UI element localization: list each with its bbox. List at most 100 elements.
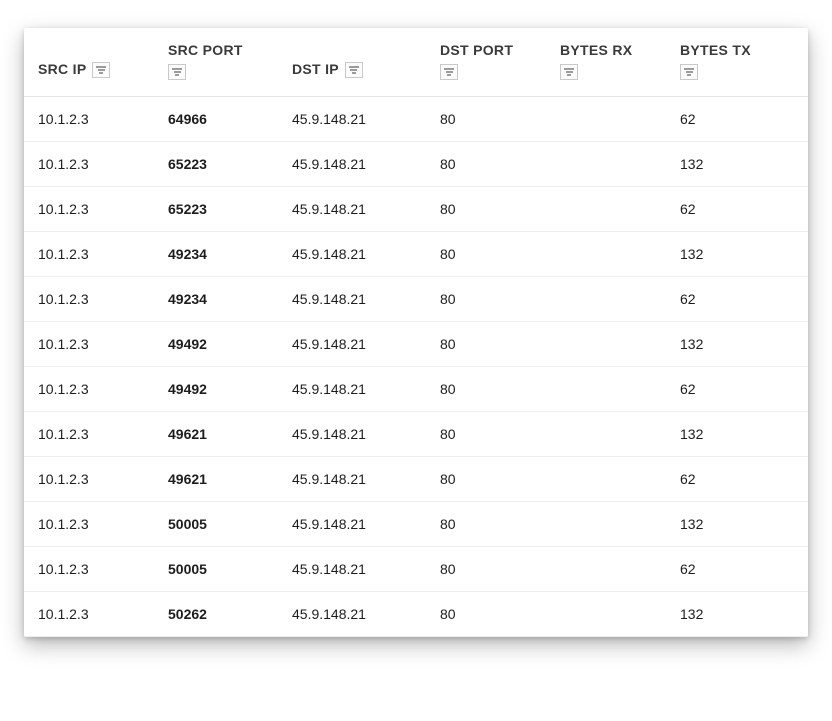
cell-src-port: 49621 — [154, 412, 278, 457]
table-row[interactable]: 10.1.2.34949245.9.148.2180 62 — [24, 367, 808, 412]
cell-dst-port: 80 — [426, 142, 546, 187]
table-body: 10.1.2.36496645.9.148.21806210.1.2.36522… — [24, 97, 808, 637]
table-row[interactable]: 10.1.2.34949245.9.148.2180132 — [24, 322, 808, 367]
col-header-label: BYTES TX — [680, 42, 751, 58]
col-header-dst-ip[interactable]: DST IP — [278, 28, 426, 97]
cell-dst-port: 80 — [426, 187, 546, 232]
col-header-label: DST IP — [292, 61, 339, 77]
cell-bytes-tx: 132 — [666, 232, 808, 277]
table-row[interactable]: 10.1.2.35026245.9.148.2180 132 — [24, 592, 808, 637]
cell-dst-ip: 45.9.148.21 — [278, 142, 426, 187]
cell-src-ip: 10.1.2.3 — [24, 97, 154, 142]
cell-dst-port: 80 — [426, 322, 546, 367]
cell-src-port: 49234 — [154, 232, 278, 277]
cell-dst-ip: 45.9.148.21 — [278, 412, 426, 457]
col-header-bytes-rx[interactable]: BYTES RX — [546, 28, 666, 97]
cell-bytes-tx: 132 — [666, 142, 808, 187]
stage: SRC IP SRC PORT DST IP — [0, 0, 832, 721]
cell-bytes-rx — [546, 142, 666, 187]
col-header-bytes-tx[interactable]: BYTES TX — [666, 28, 808, 97]
table-row[interactable]: 10.1.2.34923445.9.148.2180 132 — [24, 232, 808, 277]
table-row[interactable]: 10.1.2.34923445.9.148.2180 62 — [24, 277, 808, 322]
cell-bytes-rx — [546, 187, 666, 232]
cell-src-ip: 10.1.2.3 — [24, 367, 154, 412]
table-row[interactable]: 10.1.2.36522345.9.148.2180132 — [24, 142, 808, 187]
cell-src-ip: 10.1.2.3 — [24, 457, 154, 502]
cell-dst-ip: 45.9.148.21 — [278, 502, 426, 547]
col-header-label: BYTES RX — [560, 42, 632, 58]
table-row[interactable]: 10.1.2.35000545.9.148.2180 62 — [24, 547, 808, 592]
cell-dst-port: 80 — [426, 367, 546, 412]
cell-src-port: 50005 — [154, 502, 278, 547]
filter-icon[interactable] — [168, 64, 186, 80]
col-header-label: SRC PORT — [168, 42, 243, 58]
cell-src-port: 64966 — [154, 97, 278, 142]
cell-src-ip: 10.1.2.3 — [24, 592, 154, 637]
filter-icon[interactable] — [560, 64, 578, 80]
cell-dst-ip: 45.9.148.21 — [278, 547, 426, 592]
cell-src-port: 49234 — [154, 277, 278, 322]
cell-bytes-tx: 62 — [666, 547, 808, 592]
cell-dst-ip: 45.9.148.21 — [278, 97, 426, 142]
cell-src-port: 50262 — [154, 592, 278, 637]
cell-dst-ip: 45.9.148.21 — [278, 277, 426, 322]
col-header-dst-port[interactable]: DST PORT — [426, 28, 546, 97]
col-header-label: DST PORT — [440, 42, 513, 58]
cell-bytes-tx: 62 — [666, 187, 808, 232]
cell-dst-ip: 45.9.148.21 — [278, 592, 426, 637]
cell-bytes-rx — [546, 232, 666, 277]
cell-bytes-rx — [546, 322, 666, 367]
cell-dst-port: 80 — [426, 592, 546, 637]
cell-dst-ip: 45.9.148.21 — [278, 457, 426, 502]
cell-bytes-tx: 132 — [666, 592, 808, 637]
cell-src-ip: 10.1.2.3 — [24, 547, 154, 592]
table-header: SRC IP SRC PORT DST IP — [24, 28, 808, 97]
cell-bytes-rx — [546, 547, 666, 592]
table-row[interactable]: 10.1.2.34962145.9.148.2180132 — [24, 412, 808, 457]
cell-src-port: 65223 — [154, 187, 278, 232]
cell-bytes-tx: 62 — [666, 457, 808, 502]
cell-src-port: 49492 — [154, 322, 278, 367]
cell-src-port: 50005 — [154, 547, 278, 592]
connections-table: SRC IP SRC PORT DST IP — [24, 28, 808, 637]
cell-src-port: 49492 — [154, 367, 278, 412]
cell-bytes-rx — [546, 457, 666, 502]
cell-dst-port: 80 — [426, 277, 546, 322]
table-row[interactable]: 10.1.2.34962145.9.148.2180 62 — [24, 457, 808, 502]
cell-dst-ip: 45.9.148.21 — [278, 367, 426, 412]
cell-dst-port: 80 — [426, 232, 546, 277]
table-row[interactable]: 10.1.2.36522345.9.148.2180 62 — [24, 187, 808, 232]
filter-icon[interactable] — [680, 64, 698, 80]
cell-dst-port: 80 — [426, 457, 546, 502]
cell-dst-port: 80 — [426, 547, 546, 592]
cell-src-ip: 10.1.2.3 — [24, 277, 154, 322]
filter-icon[interactable] — [92, 62, 110, 78]
col-header-label: SRC IP — [38, 61, 86, 77]
cell-dst-ip: 45.9.148.21 — [278, 187, 426, 232]
filter-icon[interactable] — [345, 62, 363, 78]
filter-icon[interactable] — [440, 64, 458, 80]
cell-src-ip: 10.1.2.3 — [24, 412, 154, 457]
cell-src-ip: 10.1.2.3 — [24, 232, 154, 277]
col-header-src-ip[interactable]: SRC IP — [24, 28, 154, 97]
cell-dst-ip: 45.9.148.21 — [278, 232, 426, 277]
cell-src-ip: 10.1.2.3 — [24, 187, 154, 232]
cell-bytes-rx — [546, 412, 666, 457]
cell-src-ip: 10.1.2.3 — [24, 502, 154, 547]
cell-bytes-tx: 132 — [666, 502, 808, 547]
cell-dst-port: 80 — [426, 97, 546, 142]
cell-bytes-tx: 62 — [666, 97, 808, 142]
cell-dst-port: 80 — [426, 502, 546, 547]
col-header-src-port[interactable]: SRC PORT — [154, 28, 278, 97]
cell-bytes-tx: 62 — [666, 277, 808, 322]
cell-bytes-rx — [546, 97, 666, 142]
table-row[interactable]: 10.1.2.35000545.9.148.2180 132 — [24, 502, 808, 547]
cell-src-port: 49621 — [154, 457, 278, 502]
cell-bytes-tx: 62 — [666, 367, 808, 412]
cell-bytes-rx — [546, 592, 666, 637]
cell-bytes-rx — [546, 367, 666, 412]
cell-bytes-rx — [546, 502, 666, 547]
table-row[interactable]: 10.1.2.36496645.9.148.2180 62 — [24, 97, 808, 142]
cell-bytes-tx: 132 — [666, 322, 808, 367]
cell-src-ip: 10.1.2.3 — [24, 322, 154, 367]
